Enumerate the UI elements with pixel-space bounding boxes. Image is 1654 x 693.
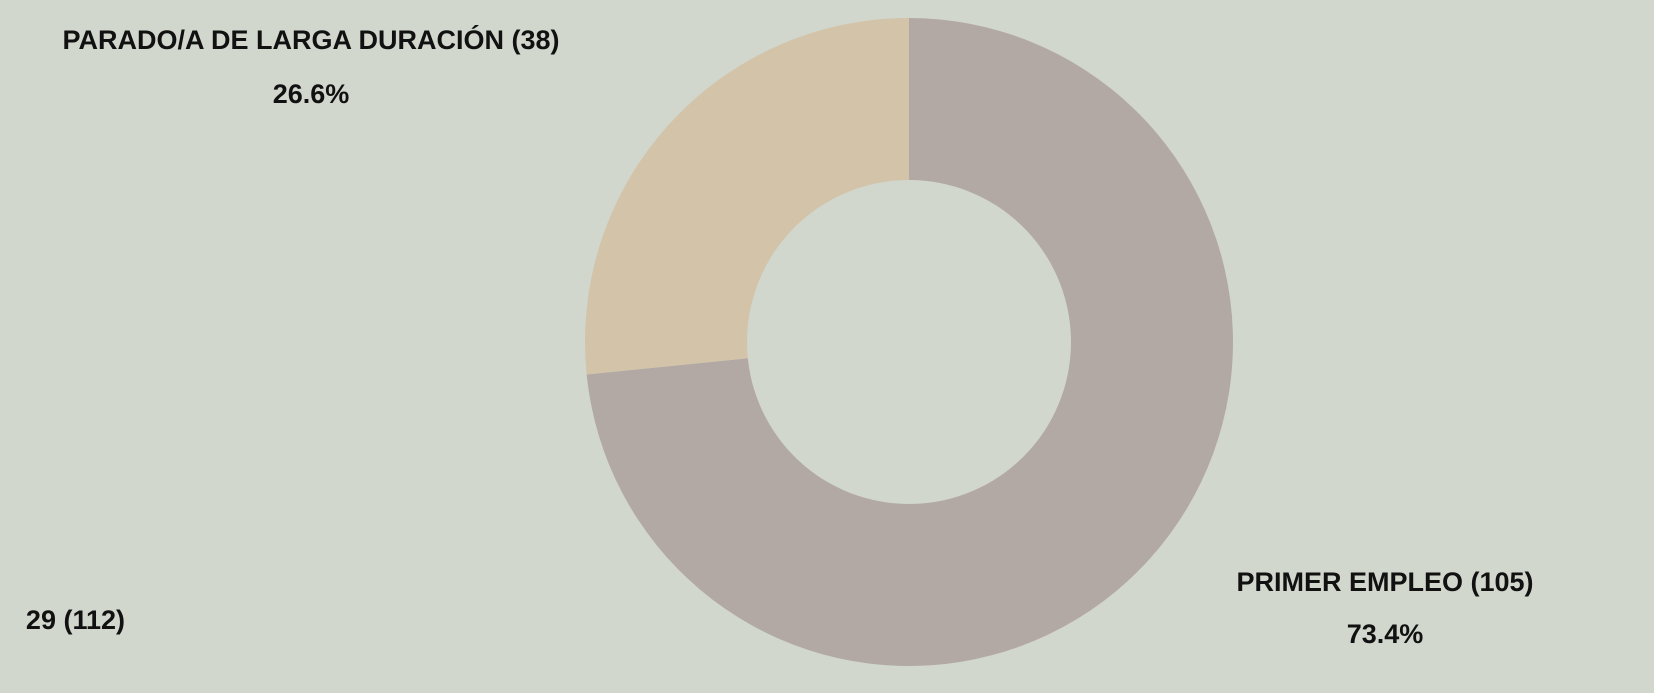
value-label: 26.6%	[273, 79, 350, 109]
category-label: PRIMER EMPLEO (105)	[1236, 567, 1533, 597]
annotation: 29 (112)	[26, 605, 125, 635]
category-label: PARADO/A DE LARGA DURACIÓN (38)	[62, 24, 559, 55]
donut-slice	[585, 18, 909, 375]
value-label: 73.4%	[1347, 619, 1424, 649]
donut-slice	[586, 18, 1233, 667]
